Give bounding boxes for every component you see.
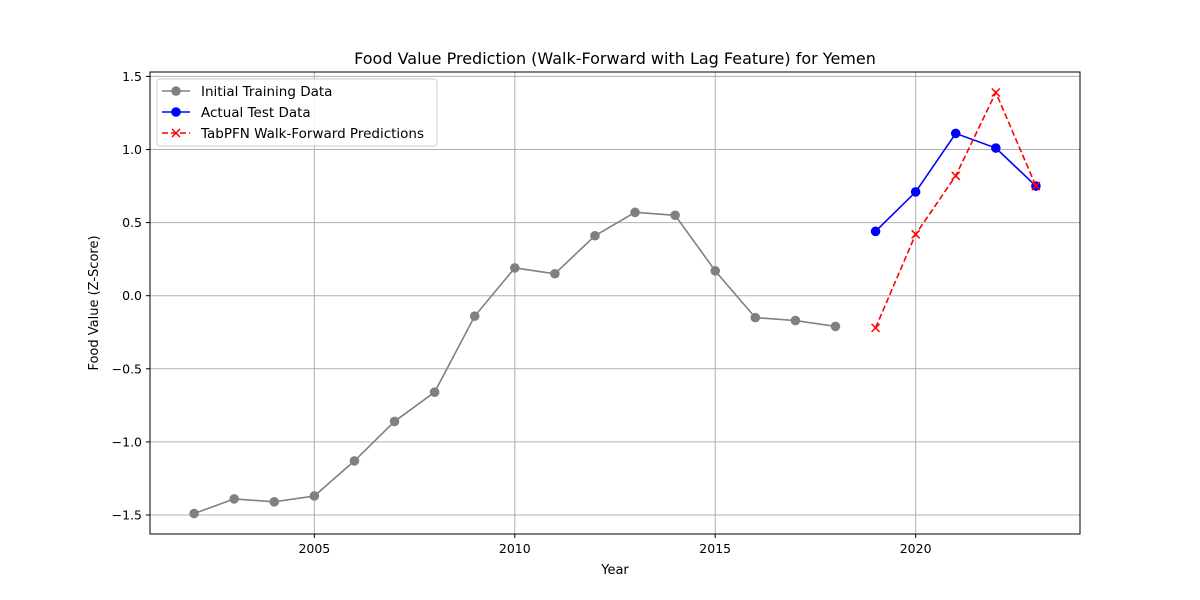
data-point — [189, 508, 199, 519]
x-tick-label: 2010 — [499, 541, 531, 556]
x-tick-label: 2005 — [298, 541, 330, 556]
y-tick-label: 1.0 — [122, 142, 142, 157]
legend-marker — [171, 86, 181, 96]
legend-item: Initial Training Data — [162, 84, 332, 100]
data-point — [630, 207, 640, 218]
x-marker-stroke — [951, 171, 961, 181]
legend-label: TabPFN Walk-Forward Predictions — [200, 126, 424, 142]
data-point — [469, 311, 480, 321]
data-point — [429, 387, 440, 397]
data-point — [991, 87, 1001, 97]
data-point — [670, 210, 680, 221]
x-axis: 2005 2010 2015 2020 — [298, 534, 932, 556]
data-point — [871, 323, 881, 333]
legend-marker — [171, 128, 181, 138]
data-point — [349, 456, 360, 466]
y-tick-label: 0.0 — [122, 288, 142, 303]
data-point — [509, 263, 520, 273]
data-point — [830, 321, 841, 332]
y-axis-label: Food Value (Z-Score) — [87, 235, 102, 370]
series-3 — [871, 87, 1041, 333]
data-point — [1031, 181, 1041, 191]
data-point — [911, 229, 921, 239]
legend-item: TabPFN Walk-Forward Predictions — [162, 126, 424, 142]
data-point — [590, 230, 600, 241]
x-axis-label: Year — [600, 563, 629, 578]
y-tick-label: −1.0 — [112, 434, 142, 449]
chart-title: Food Value Prediction (Walk-Forward with… — [354, 49, 876, 68]
legend: Initial Training Data Actual Test Data Tab… — [156, 78, 438, 147]
data-point — [951, 171, 961, 181]
data-point — [309, 491, 320, 501]
y-tick-label: −1.5 — [112, 507, 142, 522]
x-marker-stroke — [871, 323, 881, 333]
legend-box — [156, 78, 438, 147]
data-point — [710, 266, 721, 276]
y-tick-label: 1.5 — [122, 69, 142, 84]
x-marker-stroke — [911, 229, 921, 239]
y-tick-label: −0.5 — [112, 361, 142, 376]
y-axis: −1.5 −1.0 −0.5 0.0 0.5 1.0 1.5 — [112, 69, 150, 522]
legend-label: Actual Test Data — [201, 105, 311, 121]
data-point — [870, 226, 881, 237]
series-1 — [189, 207, 841, 519]
axes-frame — [149, 71, 1081, 535]
x-marker-stroke — [171, 128, 181, 138]
data-point — [229, 494, 239, 504]
data-point — [389, 416, 400, 427]
grid — [150, 72, 1080, 534]
legend-label: Initial Training Data — [201, 84, 332, 100]
x-marker-stroke — [1031, 181, 1041, 191]
x-tick-label: 2015 — [699, 541, 731, 556]
data-point — [750, 312, 761, 323]
legend-marker — [171, 107, 181, 117]
x-tick-label: 2020 — [900, 541, 932, 556]
data-point — [550, 268, 560, 279]
data-point — [790, 315, 801, 326]
y-tick-label: 0.5 — [122, 215, 142, 230]
data-point — [269, 497, 280, 507]
legend-item: Actual Test Data — [162, 105, 311, 121]
data-point — [910, 187, 921, 197]
data-point — [991, 143, 1001, 153]
x-marker-stroke — [991, 87, 1001, 97]
data-point — [950, 128, 961, 139]
series-layer — [189, 87, 1041, 519]
